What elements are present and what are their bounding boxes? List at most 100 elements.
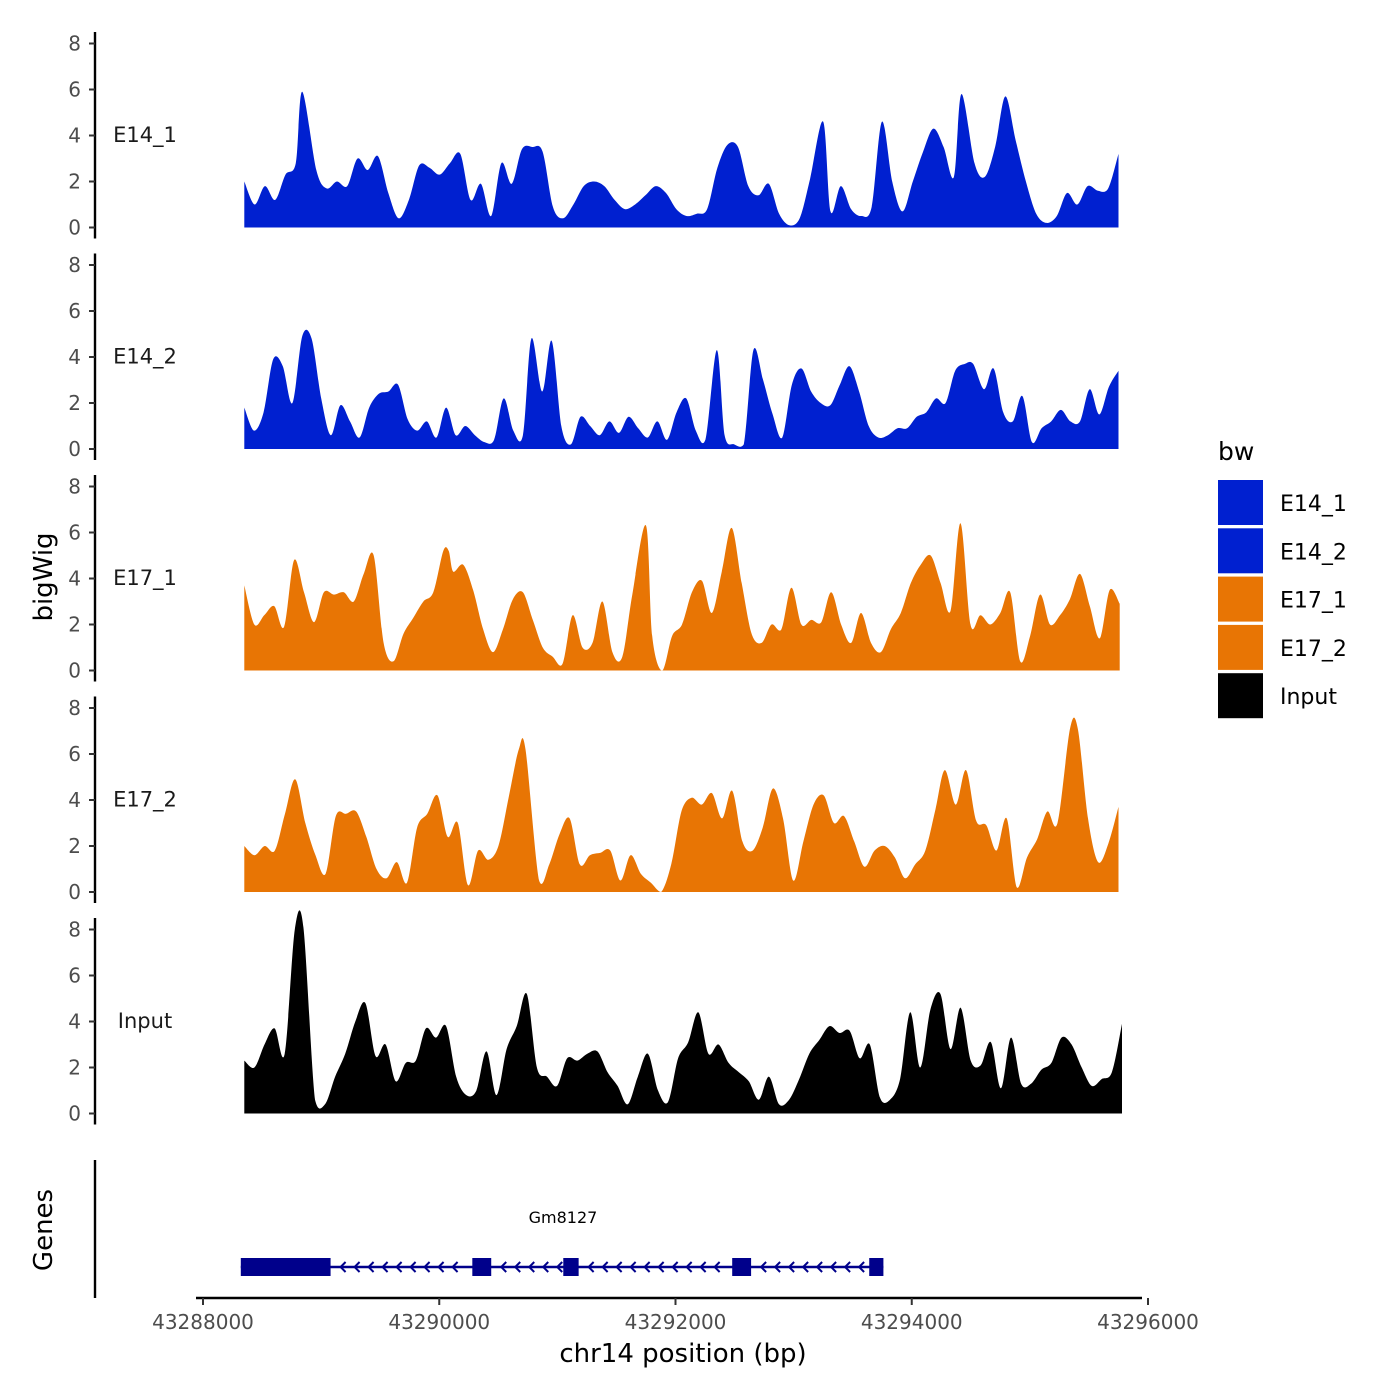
x-tick-label: 43294000: [861, 1310, 963, 1334]
strand-arrow: [353, 1261, 361, 1273]
y-tick-label: 8: [68, 32, 81, 56]
y-tick-label: 4: [68, 124, 81, 148]
y-tick-label: 4: [68, 1010, 81, 1034]
strand-arrow: [843, 1261, 851, 1273]
legend-label: Input: [1280, 685, 1337, 710]
x-axis: 43288000 43290000 43292000 43294000 43296000: [152, 1296, 1199, 1334]
legend-swatch: [1218, 576, 1263, 622]
legend-item-e17-2: E17_2: [1218, 624, 1347, 670]
track-e17-1: 0 2 4 6 8 E17_1: [68, 475, 1120, 683]
track-label: E17_1: [113, 566, 177, 591]
strand-arrow: [829, 1261, 837, 1273]
strand-arrow: [395, 1261, 403, 1273]
track-label: E14_2: [113, 345, 177, 370]
track-label: E14_1: [113, 123, 177, 148]
y-tick-label: 0: [68, 1102, 81, 1126]
legend-label: E17_1: [1280, 589, 1347, 614]
strand-arrow: [555, 1261, 563, 1273]
gene-exon: [869, 1258, 884, 1276]
strand-arrow: [713, 1261, 721, 1273]
y-tick-label: 6: [68, 742, 81, 766]
strand-arrow: [657, 1261, 665, 1273]
strand-arrow: [857, 1261, 865, 1273]
gene-exon: [240, 1258, 331, 1276]
legend-items: E14_1 E14_2 E17_1 E17_2 Input: [1218, 480, 1347, 719]
y-tick-label: 6: [68, 299, 81, 323]
genes-axis-title: Genes: [29, 1189, 59, 1271]
y-tick-label: 4: [68, 567, 81, 591]
strand-arrow: [437, 1261, 445, 1273]
legend-title: bw: [1218, 437, 1254, 466]
gene-name-label: Gm8127: [529, 1208, 598, 1227]
legend-label: E14_1: [1280, 492, 1347, 517]
strand-arrow: [587, 1261, 595, 1273]
strand-arrow: [699, 1261, 707, 1273]
strand-arrow: [339, 1261, 347, 1273]
legend-item-input: Input: [1218, 673, 1337, 719]
legend-item-e17-1: E17_1: [1218, 576, 1347, 622]
y-tick-label: 0: [68, 880, 81, 904]
y-tick-label: 0: [68, 216, 81, 240]
y-tick-label: 8: [68, 475, 81, 499]
x-axis-title: chr14 position (bp): [559, 1339, 806, 1369]
legend-swatch: [1218, 673, 1263, 719]
strand-arrow: [381, 1261, 389, 1273]
legend-swatch: [1218, 624, 1263, 670]
strand-arrow: [527, 1261, 535, 1273]
track-area-e14-2: [244, 329, 1119, 449]
legend-label: E14_2: [1280, 540, 1347, 565]
strand-arrow: [615, 1261, 623, 1273]
legend-item-e14-1: E14_1: [1218, 480, 1347, 525]
strand-arrow: [499, 1261, 507, 1273]
y-tick-label: 2: [68, 170, 81, 194]
strand-arrow: [629, 1261, 637, 1273]
strand-arrow: [643, 1261, 651, 1273]
track-area-e17-2: [244, 717, 1119, 892]
y-tick-label: 4: [68, 345, 81, 369]
y-tick-label: 8: [68, 918, 81, 942]
track-area-e14-1: [244, 91, 1119, 228]
strand-arrow: [671, 1261, 679, 1273]
strand-arrow: [801, 1261, 809, 1273]
strand-arrow: [451, 1261, 459, 1273]
y-tick-label: 4: [68, 788, 81, 812]
strand-arrow: [759, 1261, 767, 1273]
y-axis-title: bigWig: [29, 532, 59, 621]
strand-arrow: [787, 1261, 795, 1273]
track-e17-2: 0 2 4 6 8 E17_2: [68, 696, 1119, 904]
track-label: E17_2: [113, 788, 177, 813]
strand-arrow: [685, 1261, 693, 1273]
y-tick-label: 6: [68, 964, 81, 988]
y-tick-label: 8: [68, 253, 81, 277]
strand-arrow: [541, 1261, 549, 1273]
y-tick-label: 0: [68, 437, 81, 461]
track-e14-2: 0 2 4 6 8 E14_2: [68, 253, 1119, 461]
x-tick-label: 43296000: [1097, 1310, 1199, 1334]
x-tick-label: 43288000: [152, 1310, 254, 1334]
legend-label: E17_2: [1280, 637, 1347, 662]
x-tick-label: 43292000: [625, 1310, 727, 1334]
legend-swatch: [1218, 480, 1263, 525]
track-area-e17-1: [244, 523, 1120, 671]
y-tick-label: 2: [68, 391, 81, 415]
track-e14-1: 0 2 4 6 8 E14_1: [68, 32, 1119, 240]
y-tick-label: 2: [68, 1056, 81, 1080]
y-tick-label: 2: [68, 834, 81, 858]
tracks-layer: 0 2 4 6 8 E14_1 0 2 4 6 8 E14_2 0 2 4 6 8 E17_1 0 2 4 6 8 E17_2…: [68, 32, 1123, 1126]
strand-arrow: [409, 1261, 417, 1273]
legend: bw E14_1 E14_2 E17_1 E17_2 Input: [1218, 437, 1347, 719]
y-tick-label: 8: [68, 696, 81, 720]
y-tick-label: 0: [68, 659, 81, 683]
strand-arrow: [367, 1261, 375, 1273]
strand-arrow: [513, 1261, 521, 1273]
gene-exon: [472, 1258, 492, 1276]
strand-arrow: [601, 1261, 609, 1273]
x-tick-label: 43290000: [388, 1310, 490, 1334]
gene-track: Gm8127: [93, 1160, 884, 1298]
y-tick-label: 6: [68, 521, 81, 545]
legend-swatch: [1218, 528, 1263, 574]
track-area-input: [244, 910, 1123, 1114]
y-tick-label: 2: [68, 613, 81, 637]
